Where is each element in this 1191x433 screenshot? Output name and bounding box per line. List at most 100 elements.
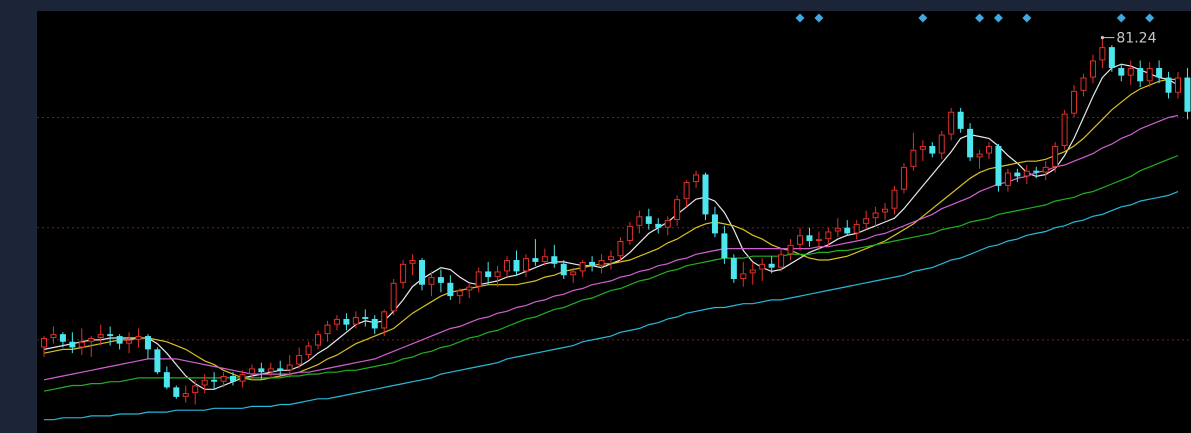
candle-body: [1127, 68, 1134, 76]
candle-body: [1004, 172, 1011, 186]
candle-up: [50, 326, 57, 344]
peak-price-label: 81.24: [1116, 31, 1156, 47]
candle-down: [69, 332, 76, 354]
candle-body: [343, 318, 350, 325]
chart-area[interactable]: 81.24: [37, 11, 1191, 433]
candle-up: [333, 315, 340, 331]
candle-body: [107, 334, 114, 337]
candle-body: [721, 233, 728, 259]
candle-body: [1108, 47, 1115, 69]
candle-body: [683, 182, 690, 200]
candle-body: [1052, 145, 1059, 167]
candle-down: [116, 334, 123, 350]
candle-body: [211, 379, 218, 382]
candle-body: [532, 258, 539, 262]
candle-body: [1071, 90, 1078, 114]
candle-down: [485, 261, 492, 285]
candle-up: [220, 372, 227, 388]
candle-body: [825, 231, 832, 240]
peak-dot: [1100, 36, 1104, 40]
candle-down: [711, 206, 718, 238]
candle-down: [343, 313, 350, 331]
candle-body: [853, 223, 860, 234]
candle-body: [409, 260, 416, 264]
candle-up: [428, 271, 435, 297]
candle-body: [778, 254, 785, 268]
candle-down: [513, 250, 520, 276]
candle-up: [1080, 73, 1087, 97]
candle-body: [315, 334, 322, 346]
signal-marker: [993, 13, 1003, 23]
candle-down: [258, 362, 265, 380]
candle-body: [957, 111, 964, 129]
candle-body: [333, 318, 340, 325]
candle-body: [787, 244, 794, 255]
candle-down: [277, 360, 284, 376]
candle-body: [1099, 47, 1106, 61]
candle-body: [192, 385, 199, 394]
candle-body: [1014, 172, 1021, 177]
candle-up: [390, 279, 397, 316]
candle-body: [1137, 68, 1144, 82]
candle-up: [305, 341, 312, 359]
candle-up: [239, 370, 246, 388]
candle-down: [589, 256, 596, 272]
candle-body: [456, 290, 463, 297]
candle-body: [494, 271, 501, 278]
candle-body: [50, 334, 57, 338]
candle-up: [324, 320, 331, 342]
candle-down: [59, 332, 66, 348]
candle-body: [135, 336, 142, 340]
candle-up: [1042, 161, 1049, 181]
candle-body: [230, 375, 236, 382]
candle-body: [522, 258, 529, 272]
candle-body: [69, 341, 76, 348]
candle-body: [655, 223, 662, 228]
candle-up: [740, 261, 747, 287]
candle-up: [522, 254, 529, 278]
candle-body: [929, 145, 936, 154]
candle-body: [1156, 68, 1163, 78]
candle-down: [173, 385, 180, 399]
candle-up: [778, 248, 785, 272]
candle-body: [220, 375, 227, 382]
candle-up: [541, 248, 548, 266]
candle-up: [976, 149, 983, 169]
candle-up: [1071, 85, 1078, 118]
candle-down: [929, 142, 936, 158]
candle-down: [995, 144, 1002, 192]
candle-down: [371, 315, 378, 335]
signal-marker: [1022, 13, 1032, 23]
candle-body: [97, 334, 104, 338]
candle-up: [182, 385, 189, 403]
candle-body: [144, 336, 151, 350]
candle-up: [475, 267, 482, 293]
peak-annotation: 81.24: [1100, 31, 1157, 47]
candle-body: [882, 208, 889, 213]
candle-body: [1061, 113, 1068, 146]
candle-up: [825, 227, 832, 247]
candle-down: [1165, 71, 1172, 99]
candle-up: [891, 185, 898, 215]
candle-body: [182, 393, 189, 397]
candle-body: [447, 282, 454, 297]
candle-down: [768, 256, 775, 274]
candle-body: [126, 339, 133, 344]
candle-body: [400, 263, 407, 283]
candle-body: [258, 368, 265, 373]
candle-body: [239, 374, 246, 382]
candle-down: [362, 309, 369, 327]
candle-up: [1089, 54, 1096, 84]
candlestick-chart[interactable]: 81.24: [37, 11, 1191, 433]
candle-body: [59, 334, 66, 342]
candle-body: [626, 225, 633, 242]
candle-body: [664, 220, 671, 228]
candle-body: [541, 256, 548, 262]
candle-body: [711, 214, 718, 234]
candle-body: [608, 256, 614, 261]
candle-body: [173, 387, 180, 397]
candle-body: [967, 128, 974, 158]
candle-down: [1033, 166, 1040, 179]
signal-markers: [795, 13, 1155, 23]
candle-body: [88, 337, 95, 342]
